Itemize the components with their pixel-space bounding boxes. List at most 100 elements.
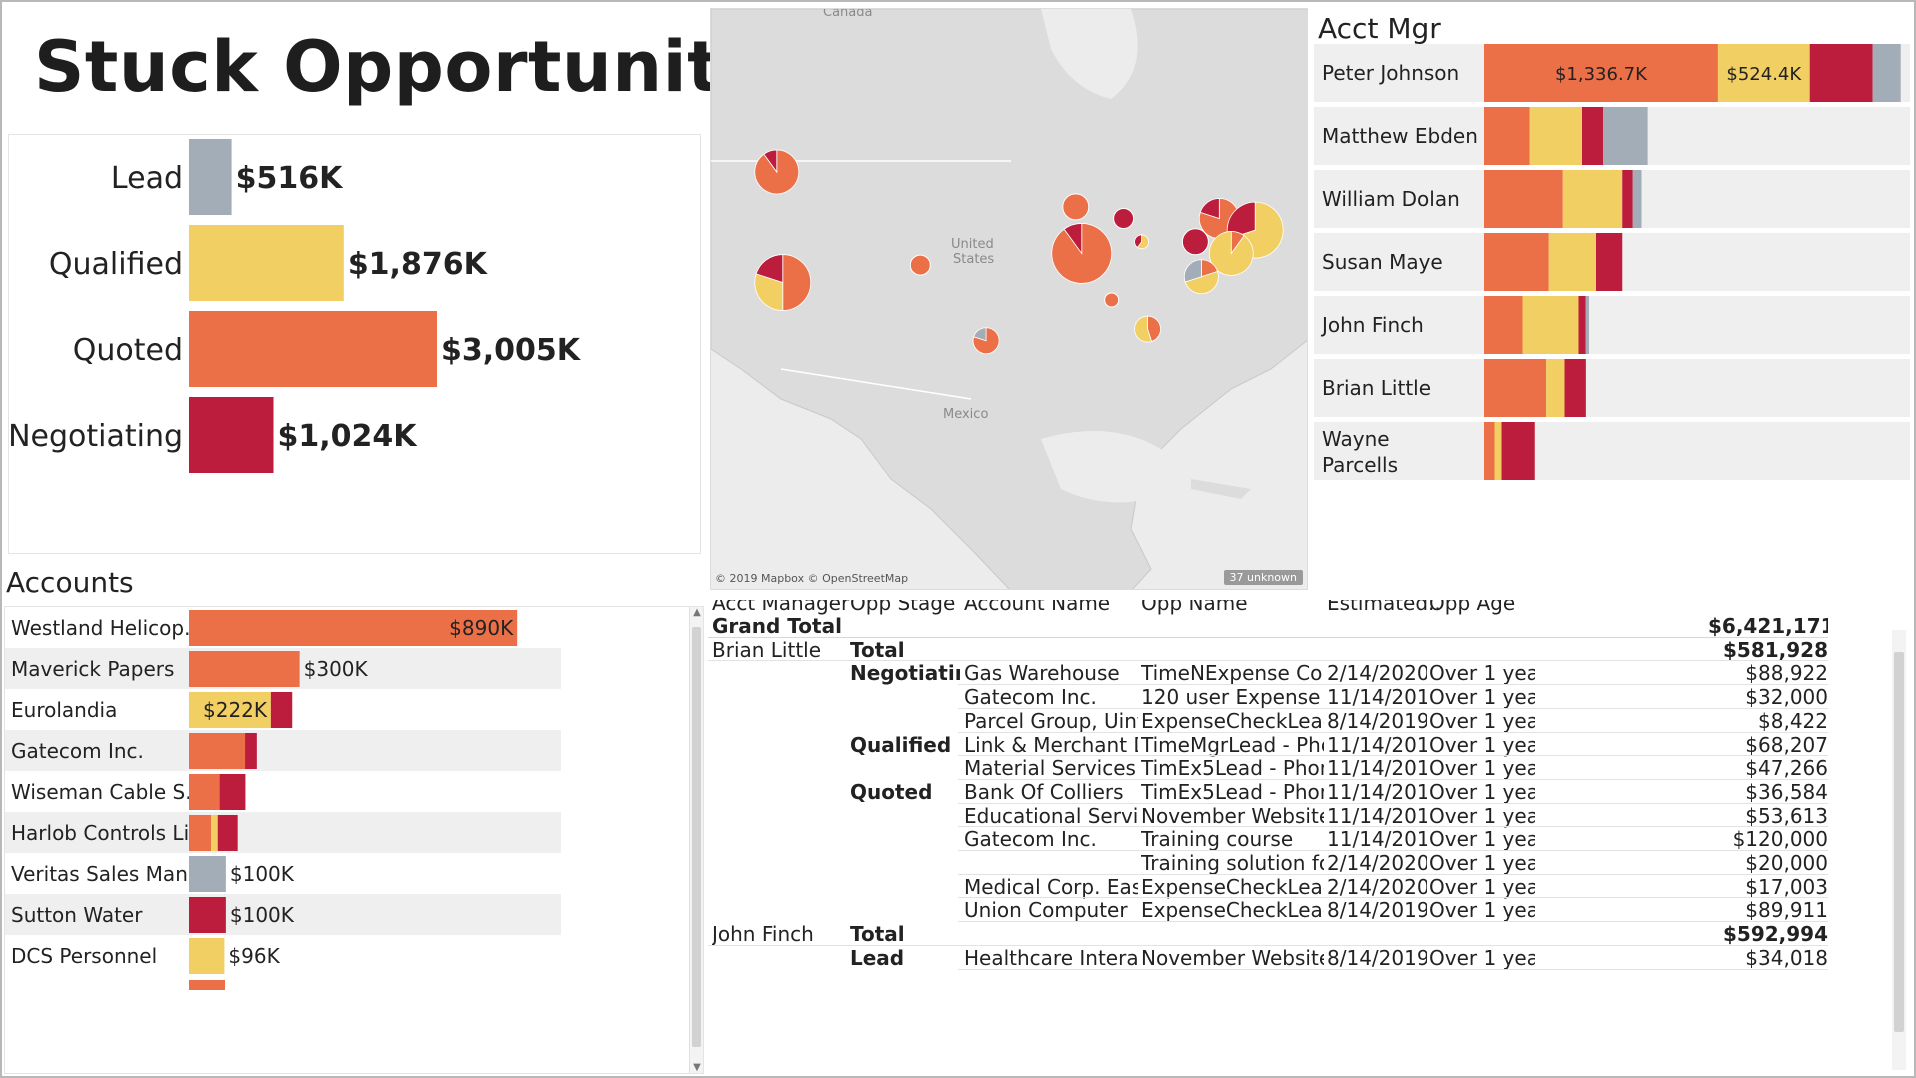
acct-mgr-bar-lead[interactable]: [1585, 296, 1590, 354]
table-cell-account[interactable]: Gatecom Inc.: [964, 685, 1097, 710]
accounts-scroll-thumb[interactable]: [692, 627, 701, 1047]
table-cell-account[interactable]: Union Computer: [964, 898, 1128, 923]
map-pie-marker[interactable]: [909, 254, 931, 276]
table-cell-value[interactable]: $20,000: [1745, 851, 1828, 875]
acct-mgr-bar-qualified[interactable]: [1494, 422, 1502, 480]
map-pie-marker[interactable]: [972, 327, 1000, 355]
account-bar-quoted[interactable]: [189, 733, 246, 769]
account-bar-negotiating[interactable]: [270, 692, 293, 728]
table-header-cell[interactable]: Account Name: [964, 600, 1111, 615]
acct-mgr-name-label[interactable]: Parcells: [1322, 453, 1398, 477]
acct-mgr-bar-qualified[interactable]: [1548, 233, 1596, 291]
table-cell-value[interactable]: $8,422: [1758, 708, 1828, 733]
acct-mgr-bar-quoted[interactable]: [1484, 233, 1549, 291]
map-pie-slice-quoted[interactable]: [1147, 315, 1161, 342]
table-cell-opp[interactable]: TimeNExpense Confe..: [1141, 661, 1324, 686]
table-cell-value[interactable]: $47,266: [1745, 756, 1828, 781]
stage-bar-chart[interactable]: Lead $516K Qualified $1,876K Quoted $3,005K Ne…: [8, 135, 702, 555]
map-pie-marker[interactable]: [1134, 315, 1161, 343]
table-cell-est[interactable]: 11/14/201..: [1327, 732, 1427, 757]
account-name-label[interactable]: Gatecom Inc.: [11, 739, 144, 763]
map-pie-slice-negotiating[interactable]: [1199, 198, 1220, 220]
acct-mgr-name-label[interactable]: Matthew Ebden: [1322, 124, 1478, 148]
account-name-label[interactable]: DCS Personnel: [11, 944, 157, 968]
stage-bar-qualified[interactable]: [189, 225, 344, 301]
table-cell-age[interactable]: Over 1 year: [1429, 732, 1535, 757]
map-pie-marker[interactable]: [1051, 223, 1113, 284]
table-cell-est[interactable]: 11/14/201..: [1327, 803, 1427, 828]
account-name-label[interactable]: Westland Helicop..: [11, 616, 197, 640]
map-pie-slice-lead[interactable]: [973, 327, 987, 342]
table-header-cell[interactable]: Opp Age: [1429, 600, 1516, 615]
acct-mgr-name-label[interactable]: Susan Maye: [1322, 250, 1443, 274]
map-pie-marker[interactable]: [754, 149, 800, 195]
table-cell-est[interactable]: 11/14/201..: [1327, 779, 1427, 804]
account-bar-negotiating[interactable]: [219, 774, 246, 810]
table-cell-value[interactable]: $120,000: [1732, 827, 1828, 852]
table-cell-age[interactable]: Over 1 year: [1429, 779, 1535, 804]
table-header-cell[interactable]: Opp Name: [1141, 600, 1248, 615]
table-cell-est[interactable]: 8/14/2019..: [1327, 898, 1427, 923]
table-cell-est[interactable]: 2/14/2020..: [1327, 661, 1427, 686]
table-cell-age[interactable]: Over 1 year: [1429, 874, 1535, 899]
table-cell-mgr[interactable]: Brian Little: [712, 637, 822, 662]
account-bar-qualified[interactable]: [211, 815, 218, 851]
acct-mgr-bar-lead[interactable]: [1603, 107, 1648, 165]
table-scroll-thumb[interactable]: [1894, 652, 1904, 1032]
stage-bar-quoted[interactable]: [189, 311, 437, 387]
map-pie-slice-negotiating[interactable]: [1063, 223, 1083, 255]
table-header-cell[interactable]: Acct Manager: [712, 600, 850, 615]
table-cell-value[interactable]: $17,003: [1745, 874, 1828, 899]
table-cell-opp[interactable]: Training solution for ..: [1141, 851, 1324, 875]
acct-mgr-bar-quoted[interactable]: [1484, 170, 1563, 228]
map-unknown-badge[interactable]: 37 unknown: [1223, 570, 1303, 585]
table-cell-value[interactable]: $88,922: [1745, 661, 1828, 686]
map-pie-marker[interactable]: [1104, 292, 1120, 308]
account-bar-negotiating[interactable]: [245, 733, 257, 769]
table-cell-age[interactable]: Over 1 year: [1429, 898, 1535, 923]
table-cell-opp[interactable]: ExpenseCheckLead - ..: [1141, 874, 1324, 899]
table-cell-stage[interactable]: Total: [850, 637, 905, 662]
acct-mgr-name-label[interactable]: Brian Little: [1322, 376, 1431, 400]
map-pie-slice-negotiating[interactable]: [763, 149, 778, 174]
table-cell-est[interactable]: 2/14/2020..: [1327, 851, 1427, 875]
table-cell-opp[interactable]: ExpenseCheckLead - ..: [1141, 708, 1324, 733]
map-pie-slice-quoted[interactable]: [782, 254, 812, 311]
acct-mgr-bar-negotiating[interactable]: [1596, 233, 1623, 291]
acct-mgr-bar-qualified[interactable]: [1529, 107, 1583, 165]
table-cell-value[interactable]: $592,994: [1722, 922, 1828, 947]
map-bubbles[interactable]: [754, 149, 1284, 355]
table-header-cell[interactable]: Opp Stage: [850, 600, 956, 615]
table-cell-stage[interactable]: Qualified: [850, 732, 952, 757]
acct-mgr-bar-quoted[interactable]: [1484, 359, 1547, 417]
table-cell-est[interactable]: 8/14/2019..: [1327, 945, 1427, 970]
map-pie-marker[interactable]: [1113, 208, 1135, 230]
stage-bar-lead[interactable]: [189, 139, 232, 215]
accounts-scrollbar[interactable]: ▲ ▼: [689, 607, 703, 1073]
table-cell-account[interactable]: Parcel Group, Uinta: [964, 708, 1138, 733]
table-cell-age[interactable]: Over 1 year: [1429, 661, 1535, 686]
account-bar-negotiating[interactable]: [189, 897, 226, 933]
table-cell-opp[interactable]: Training course: [1141, 827, 1294, 852]
map-pie-marker[interactable]: [1134, 234, 1149, 250]
table-cell-account[interactable]: Gas Warehouse: [964, 661, 1120, 686]
table-scrollbar[interactable]: [1892, 630, 1906, 1070]
acct-mgr-bar-lead[interactable]: [1632, 170, 1642, 228]
table-cell-value[interactable]: $581,928: [1722, 637, 1828, 662]
table-cell-age[interactable]: Over 1 year: [1429, 851, 1535, 875]
table-cell-age[interactable]: Over 1 year: [1429, 708, 1535, 733]
table-cell-opp[interactable]: ExpenseCheckLead - ..: [1141, 898, 1324, 923]
table-cell-stage[interactable]: Total: [850, 922, 905, 947]
acct-mgr-name-label[interactable]: Peter Johnson: [1322, 61, 1459, 85]
table-cell-opp[interactable]: 120 user Expense sy..: [1141, 685, 1324, 710]
map-pie-marker[interactable]: [1208, 231, 1254, 276]
acct-mgr-bar-quoted[interactable]: [1484, 44, 1718, 102]
acct-mgr-bar-chart[interactable]: Peter Johnson $1,336.7K $524.4K Matthew Ebd…: [1314, 8, 1910, 594]
table-cell-stage[interactable]: Lead: [850, 945, 905, 970]
account-bar-negotiating[interactable]: [217, 815, 238, 851]
table-cell-age[interactable]: Over 1 year: [1429, 945, 1535, 970]
account-name-label[interactable]: Harlob Controls Li..: [11, 821, 202, 845]
account-name-label[interactable]: Veritas Sales Man..: [11, 862, 201, 886]
acct-mgr-bar-negotiating[interactable]: [1564, 359, 1586, 417]
map-pie-marker[interactable]: [1062, 193, 1090, 221]
